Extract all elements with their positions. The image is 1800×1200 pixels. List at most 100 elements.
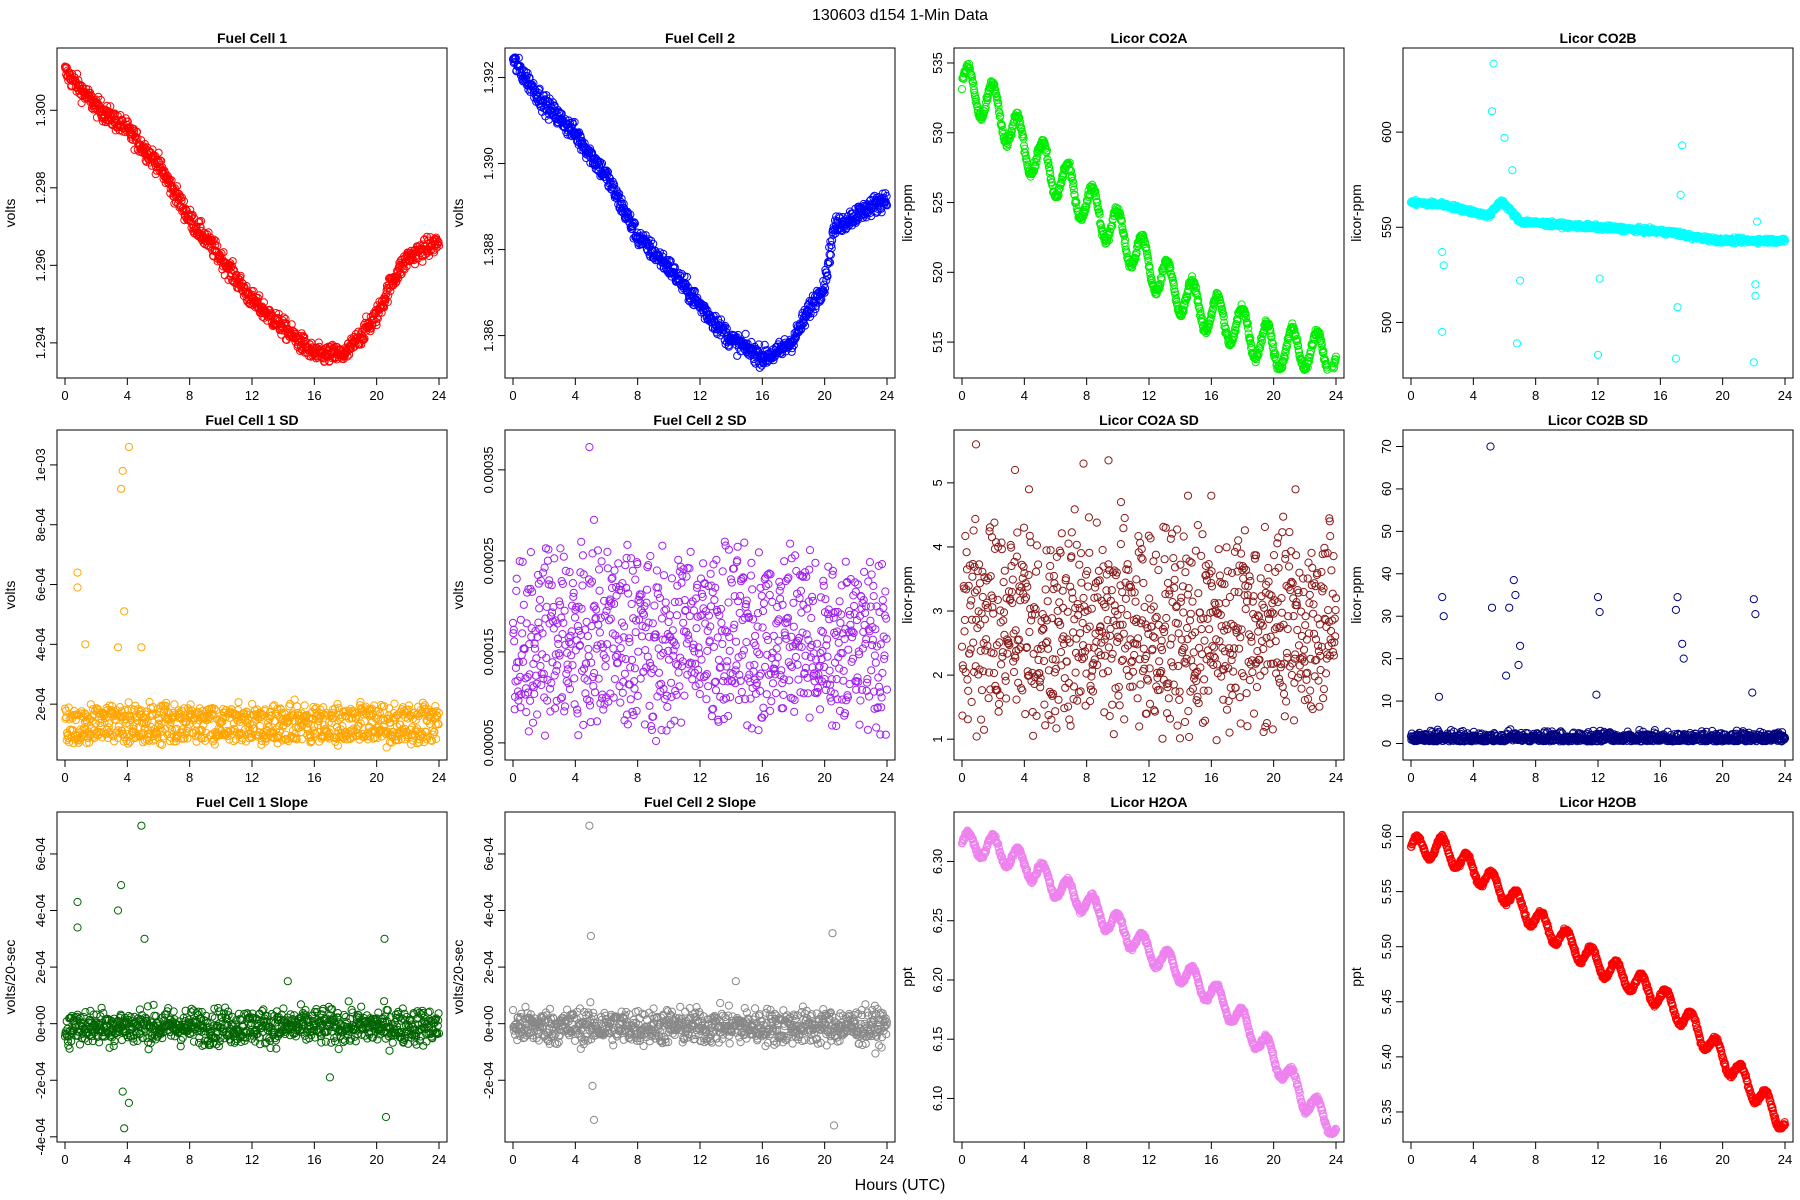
data-point [434, 241, 444, 250]
data-point [194, 228, 203, 237]
data-point [409, 256, 418, 265]
data-point [523, 68, 532, 78]
data-point [228, 257, 237, 266]
x-tick-label: 12 [1591, 388, 1605, 403]
y-tick-label: 0.00015 [481, 628, 496, 675]
data-point [196, 223, 205, 232]
y-tick-label: 6e-04 [33, 568, 48, 601]
data-point [154, 148, 163, 157]
y-axis-label: licor-ppm [899, 184, 915, 242]
data-point [110, 109, 120, 118]
data-point [372, 313, 382, 322]
x-tick-label: 8 [186, 388, 193, 403]
chart-title: Fuel Cell 1 SD [205, 412, 298, 428]
data-point [379, 302, 388, 311]
data-point [282, 319, 291, 329]
data-point [74, 76, 83, 85]
chart-title: Fuel Cell 2 SD [653, 412, 746, 428]
x-tick-label: 16 [755, 388, 769, 403]
data-point [381, 295, 390, 304]
x-tick-label: 16 [307, 388, 321, 403]
data-point [132, 127, 142, 136]
x-tick-label: 20 [817, 388, 831, 403]
data-point [372, 321, 381, 330]
data-point [196, 216, 206, 226]
data-point [314, 338, 323, 347]
x-tick-label: 8 [634, 388, 641, 403]
data-point [372, 318, 381, 327]
x-tick-label: 0 [61, 770, 68, 785]
data-point [206, 235, 215, 244]
y-tick-label: 1.392 [481, 61, 496, 94]
data-point [211, 236, 220, 245]
data-point [281, 314, 290, 324]
x-tick-label: 24 [1778, 388, 1792, 403]
y-tick-label: 1.300 [33, 94, 48, 127]
data-point [73, 69, 82, 79]
data-points [60, 62, 444, 366]
data-point [165, 175, 174, 184]
x-tick-label: 0 [1407, 388, 1414, 403]
x-tick-label: 8 [186, 770, 193, 785]
y-tick-label: 0.00035 [481, 446, 496, 493]
x-tick-label: 8 [634, 770, 641, 785]
x-tick-label: 8 [1532, 388, 1539, 403]
x-tick-label: 16 [1204, 388, 1218, 403]
x-tick-label: 12 [693, 770, 707, 785]
data-point [374, 309, 383, 318]
x-tick-label: 16 [755, 770, 769, 785]
x-tick-label: 12 [1142, 388, 1156, 403]
data-point [264, 311, 273, 320]
y-tick-label: 525 [930, 192, 945, 214]
x-tick-label: 20 [817, 770, 831, 785]
data-point [96, 95, 105, 105]
data-point [514, 53, 523, 62]
data-point [528, 84, 538, 93]
data-point [300, 332, 309, 342]
data-point [434, 238, 443, 247]
x-tick-label: 0 [61, 388, 68, 403]
y-tick-label: 530 [930, 122, 945, 144]
y-tick-label: 1.298 [33, 172, 48, 205]
x-tick-label: 12 [693, 388, 707, 403]
y-axis-label: licor-ppm [1348, 184, 1364, 242]
x-tick-label: 20 [369, 388, 383, 403]
data-point [209, 235, 218, 244]
chart-title: Fuel Cell 1 [217, 30, 287, 46]
data-point [359, 335, 368, 344]
data-point [204, 228, 213, 237]
y-tick-label: 4e-04 [33, 628, 48, 661]
y-axis-label: volts [2, 199, 18, 228]
data-point [383, 297, 392, 307]
data-point [227, 261, 236, 270]
x-tick-label: 0 [958, 388, 965, 403]
y-axis-label: volts [450, 581, 466, 610]
chart-title: Licor CO2B [1559, 30, 1636, 46]
data-point [360, 334, 369, 343]
data-point [62, 63, 71, 72]
x-tick-label: 16 [1653, 388, 1667, 403]
data-point [255, 291, 264, 300]
y-tick-label: 1.390 [481, 147, 496, 180]
data-point [229, 265, 238, 274]
data-point [534, 85, 543, 95]
data-point [570, 118, 579, 127]
y-tick-label: 2e-04 [33, 688, 48, 721]
chart-title: Fuel Cell 2 [665, 30, 735, 46]
data-point [535, 84, 544, 93]
x-tick-label: 24 [432, 770, 446, 785]
data-point [208, 236, 217, 245]
x-tick-label: 20 [1266, 388, 1280, 403]
x-tick-label: 4 [572, 770, 579, 785]
y-axis-label: volts [2, 581, 18, 610]
y-axis-label: volts [450, 199, 466, 228]
data-point [180, 216, 189, 225]
data-point [179, 197, 189, 206]
x-tick-label: 16 [307, 770, 321, 785]
y-tick-label: 1.296 [33, 249, 48, 282]
data-point [576, 133, 585, 142]
